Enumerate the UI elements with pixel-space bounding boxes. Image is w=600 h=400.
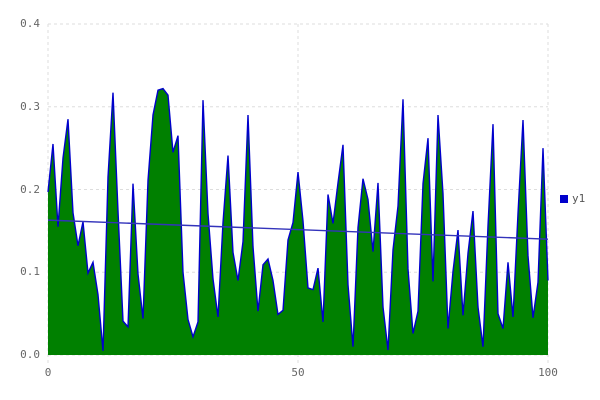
y-axis-tick: 0.0 <box>20 348 40 361</box>
x-axis-tick: 50 <box>291 366 305 379</box>
y-axis-tick: 0.3 <box>20 99 40 113</box>
trend-line <box>47 219 549 240</box>
y-axis-tick: 0.4 <box>20 17 40 30</box>
legend-swatch-icon <box>560 194 568 203</box>
line-series-y1-stroke <box>47 87 549 351</box>
legend-item-label: y1 <box>572 192 586 205</box>
y-axis-tick: 0.2 <box>20 182 40 196</box>
y-axis-tick: 0.1 <box>20 265 40 279</box>
x-axis-tick: 0 <box>44 366 52 379</box>
chart-legend[interactable]: y1 <box>560 193 585 204</box>
area-series-y1-fill <box>48 88 548 356</box>
x-axis-tick: 100 <box>538 366 558 379</box>
